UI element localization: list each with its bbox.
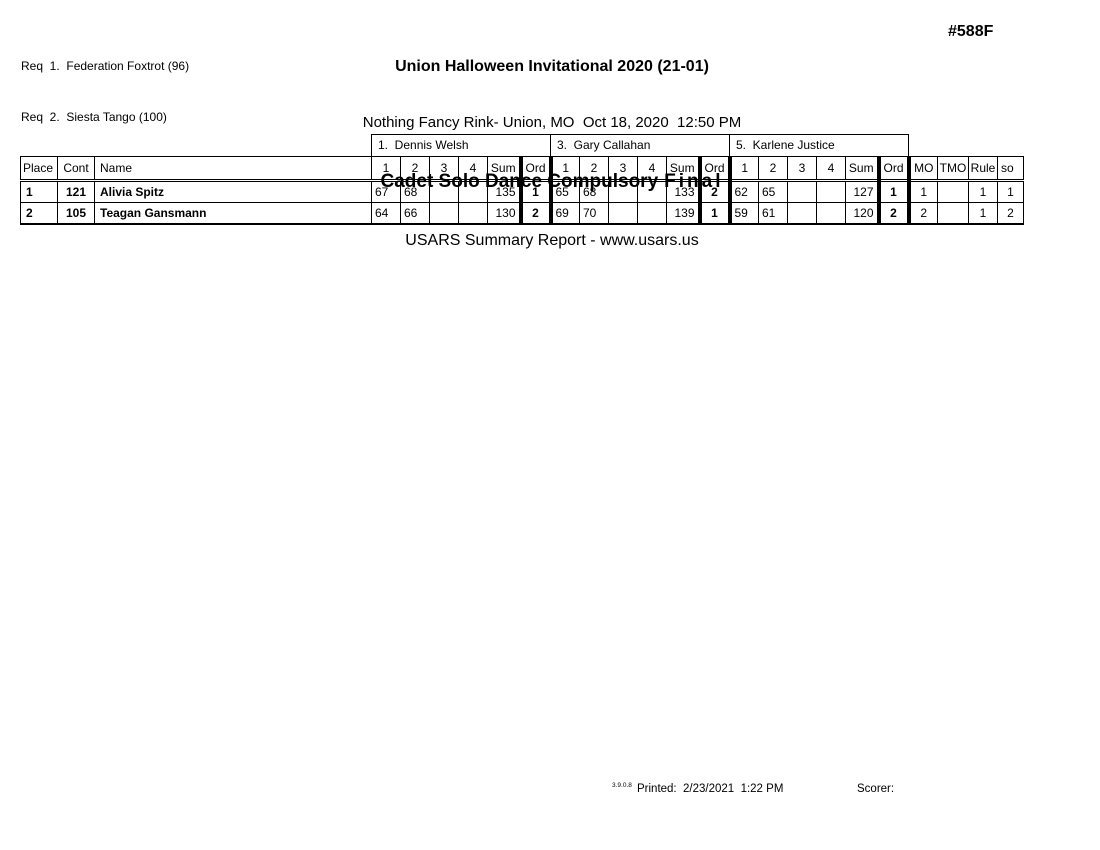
score-cell — [429, 202, 459, 225]
score-cell: 68 — [579, 180, 609, 203]
ordinal-cell: 1 — [518, 180, 553, 203]
ordinal-cell: 1 — [876, 180, 911, 203]
req-line-1: Req 1. Federation Foxtrot (96) — [21, 59, 190, 73]
sum-cell: 120 — [845, 202, 879, 225]
name-header: Name — [94, 156, 372, 182]
place-header: Place — [20, 156, 58, 182]
sum-cell: 127 — [845, 180, 879, 203]
sum-cell: 133 — [666, 180, 700, 203]
event-title: Union Halloween Invitational 2020 (21-01… — [395, 58, 709, 75]
score-col-header: 2 — [400, 156, 430, 182]
column-header-row: Place Cont Name 1 2 3 4 Sum Ord 1 2 3 4 Sum Ord 1 2 3 4 Sum… — [20, 156, 1024, 182]
score-cell: 64 — [371, 202, 401, 225]
score-cell: 62 — [729, 180, 759, 203]
judge-header-1: 1. Dennis Welsh — [371, 134, 551, 157]
sum-cell: 130 — [487, 202, 521, 225]
score-cell: 65 — [550, 180, 580, 203]
place-cell: 1 — [20, 180, 58, 203]
doc-number: #588F — [948, 23, 994, 40]
score-cell — [608, 180, 638, 203]
ord-header: Ord — [876, 156, 911, 182]
score-cell — [429, 180, 459, 203]
score-col-header: 1 — [729, 156, 759, 182]
score-cell: 67 — [371, 180, 401, 203]
ord-header: Ord — [518, 156, 553, 182]
result-row: 1 121 Alivia Spitz 67 68 135 1 65 68 133 2 62 65 127 1… — [20, 180, 1024, 203]
score-col-header: 1 — [550, 156, 580, 182]
contestant-number-cell: 105 — [57, 202, 95, 225]
score-cell: 69 — [550, 202, 580, 225]
tmo-cell — [937, 180, 969, 203]
sum-header: Sum — [845, 156, 879, 182]
score-cell — [637, 202, 667, 225]
score-cell — [608, 202, 638, 225]
cont-header: Cont — [57, 156, 95, 182]
req-line-2: Req 2. Siesta Tango (100) — [21, 110, 167, 124]
result-row: 2 105 Teagan Gansmann 64 66 130 2 69 70 139 1 59 61 1… — [20, 202, 1024, 225]
mo-cell: 2 — [908, 202, 938, 225]
sum-cell: 135 — [487, 180, 521, 203]
score-cell: 70 — [579, 202, 609, 225]
score-col-header: 3 — [429, 156, 459, 182]
judge-row-spacer-right — [909, 135, 1024, 157]
tmo-header: TMO — [937, 156, 969, 182]
score-col-header: 1 — [371, 156, 401, 182]
score-cell: 65 — [758, 180, 788, 203]
scorer-label: Scorer: — [857, 783, 895, 795]
printed-timestamp: Printed: 2/23/2021 1:22 PM — [637, 783, 784, 795]
score-col-header: 4 — [637, 156, 667, 182]
so-header: so — [997, 156, 1024, 182]
ord-header: Ord — [697, 156, 732, 182]
score-cell: 59 — [729, 202, 759, 225]
ordinal-cell: 2 — [876, 202, 911, 225]
score-cell — [787, 202, 817, 225]
score-cell — [458, 180, 488, 203]
tmo-cell — [937, 202, 969, 225]
mo-cell: 1 — [908, 180, 938, 203]
sum-cell: 139 — [666, 202, 700, 225]
judge-header-2: 3. Gary Callahan — [550, 134, 730, 157]
score-cell — [637, 180, 667, 203]
mo-header: MO — [908, 156, 938, 182]
score-cell — [816, 180, 846, 203]
so-cell: 1 — [997, 180, 1024, 203]
score-cell — [787, 180, 817, 203]
place-cell: 2 — [20, 202, 58, 225]
rule-header: Rule — [968, 156, 998, 182]
ordinal-cell: 2 — [518, 202, 553, 225]
score-cell: 66 — [400, 202, 430, 225]
rule-cell: 1 — [968, 202, 998, 225]
rule-cell: 1 — [968, 180, 998, 203]
score-cell: 68 — [400, 180, 430, 203]
score-cell — [458, 202, 488, 225]
report-subtitle: USARS Summary Report - www.usars.us — [405, 232, 699, 249]
score-col-header: 2 — [758, 156, 788, 182]
score-cell: 61 — [758, 202, 788, 225]
version-text: 3.9.0.8 — [612, 782, 632, 789]
sum-header: Sum — [666, 156, 700, 182]
score-col-header: 4 — [816, 156, 846, 182]
judge-header-3: 5. Karlene Justice — [729, 134, 909, 157]
score-col-header: 3 — [787, 156, 817, 182]
requirements-block: Req 1. Federation Foxtrot (96) Req 2. Si… — [21, 24, 189, 143]
score-col-header: 4 — [458, 156, 488, 182]
score-col-header: 3 — [608, 156, 638, 182]
ordinal-cell: 2 — [697, 180, 732, 203]
score-cell — [816, 202, 846, 225]
score-col-header: 2 — [579, 156, 609, 182]
venue-line: Nothing Fancy Rink- Union, MO Oct 18, 20… — [362, 114, 742, 131]
judge-header-row: 1. Dennis Welsh 3. Gary Callahan 5. Karlen… — [21, 134, 1024, 157]
judge-row-spacer-left — [21, 135, 372, 157]
skater-name-cell: Alivia Spitz — [94, 180, 372, 203]
skater-name-cell: Teagan Gansmann — [94, 202, 372, 225]
results-table: 1. Dennis Welsh 3. Gary Callahan 5. Karlen… — [20, 134, 1024, 225]
so-cell: 2 — [997, 202, 1024, 225]
contestant-number-cell: 121 — [57, 180, 95, 203]
sum-header: Sum — [487, 156, 521, 182]
ordinal-cell: 1 — [697, 202, 732, 225]
